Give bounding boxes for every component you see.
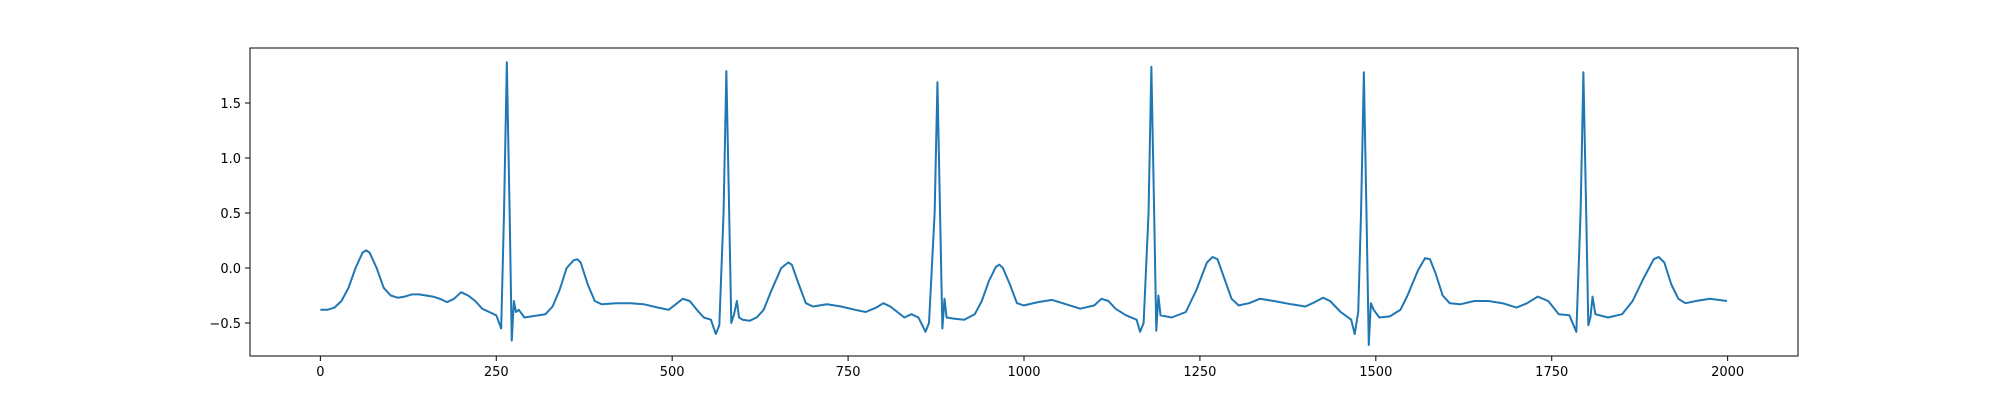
y-tick-label: 0.0 xyxy=(220,262,241,277)
x-tick-label: 250 xyxy=(484,365,509,380)
y-tick-label: 1.5 xyxy=(220,97,241,112)
line-series xyxy=(320,61,1728,346)
y-tick-label: 0.5 xyxy=(220,207,241,222)
y-tick-label: −0.5 xyxy=(209,317,241,332)
x-tick-label: 1500 xyxy=(1359,365,1392,380)
y-tick-label: 1.0 xyxy=(220,152,241,167)
x-tick-label: 2000 xyxy=(1711,365,1744,380)
x-tick-label: 500 xyxy=(660,365,685,380)
x-tick-label: 0 xyxy=(316,365,324,380)
x-tick-label: 1000 xyxy=(1007,365,1040,380)
x-tick-label: 750 xyxy=(836,365,861,380)
x-tick-label: 1250 xyxy=(1183,365,1216,380)
x-tick-label: 1750 xyxy=(1535,365,1568,380)
